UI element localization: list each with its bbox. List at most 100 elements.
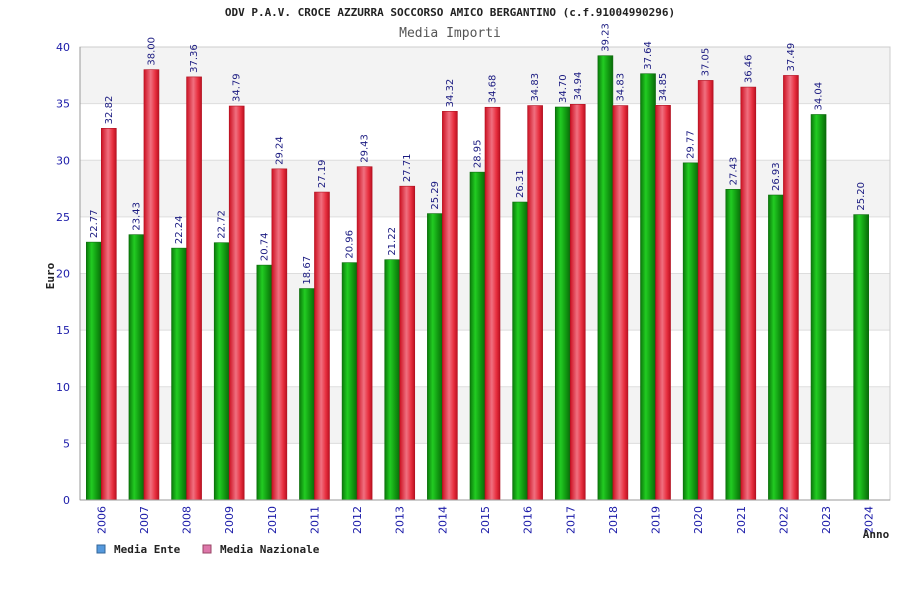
bar-ente-2014 (427, 213, 443, 501)
data-label: 27.71 (402, 154, 413, 183)
bar-ente-2007 (128, 234, 145, 501)
data-label: 37.49 (786, 43, 797, 72)
bar-nazionale-2017 (569, 104, 586, 501)
data-label: 27.19 (317, 159, 328, 188)
chart-title: ODV P.A.V. CROCE AZZURRA SOCCORSO AMICO … (225, 6, 675, 19)
bar-nazionale-2014 (442, 111, 458, 501)
x-tick-label: 2007 (138, 506, 151, 534)
bar-ente-2017 (554, 106, 571, 501)
bar-nazionale-2008 (186, 76, 202, 501)
data-label: 25.20 (856, 182, 867, 211)
bar-ente-2018 (597, 55, 614, 501)
bar-ente-2011 (299, 288, 315, 501)
x-tick-label: 2023 (820, 506, 833, 534)
legend-swatch-nazionale (202, 544, 212, 554)
y-tick-label: 5 (63, 437, 70, 450)
data-label: 22.77 (89, 209, 100, 238)
bar-ente-2024 (853, 214, 869, 501)
bar-ente-2022 (768, 194, 784, 501)
data-label: 26.31 (515, 169, 526, 198)
data-label: 20.96 (345, 230, 356, 259)
y-tick-label: 30 (56, 154, 70, 167)
bar-ente-2021 (725, 189, 742, 501)
y-tick-label: 0 (63, 494, 70, 507)
bar-nazionale-2015 (484, 106, 501, 501)
x-tick-label: 2016 (522, 506, 535, 534)
bar-ente-2013 (384, 259, 401, 501)
data-label: 37.36 (189, 44, 200, 73)
x-tick-label: 2022 (777, 506, 790, 534)
x-tick-label: 2010 (266, 506, 279, 534)
data-label: 38.00 (146, 37, 157, 66)
data-label: 26.93 (771, 162, 782, 191)
y-tick-label: 35 (56, 98, 70, 111)
bar-nazionale-2006 (101, 128, 117, 501)
x-tick-label: 2024 (863, 506, 876, 534)
data-label: 34.68 (488, 75, 499, 104)
x-tick-label: 2011 (308, 506, 321, 534)
bar-nazionale-2009 (228, 105, 245, 501)
x-tick-label: 2021 (735, 506, 748, 534)
data-label: 34.83 (615, 73, 626, 102)
y-axis-label: Euro (44, 262, 57, 289)
data-label: 34.83 (530, 73, 541, 102)
data-label: 29.24 (274, 136, 285, 165)
x-tick-label: 2013 (394, 506, 407, 534)
bar-nazionale-2010 (271, 168, 288, 501)
x-tick-label: 2014 (436, 506, 449, 534)
legend-label-nazionale: Media Nazionale (220, 543, 320, 556)
bar-nazionale-2020 (697, 80, 714, 501)
data-label: 21.22 (387, 227, 398, 256)
y-tick-label: 15 (56, 324, 70, 337)
data-label: 23.43 (131, 202, 142, 231)
data-label: 39.23 (600, 23, 611, 52)
y-tick-label: 10 (56, 381, 70, 394)
bar-ente-2023 (810, 114, 827, 501)
bar-ente-2006 (86, 241, 102, 501)
x-tick-label: 2009 (223, 506, 236, 534)
bar-ente-2019 (640, 73, 656, 501)
bar-nazionale-2019 (655, 105, 671, 501)
data-label: 34.04 (814, 82, 825, 111)
x-axis-label: Anno (863, 528, 890, 541)
legend-label-ente: Media Ente (114, 543, 181, 556)
bar-nazionale-2016 (527, 105, 543, 501)
x-tick-label: 2020 (692, 506, 705, 534)
bar-ente-2010 (256, 264, 273, 501)
x-tick-label: 2018 (607, 506, 620, 534)
data-label: 28.95 (473, 140, 484, 169)
data-label: 18.67 (302, 256, 313, 285)
data-label: 37.64 (643, 41, 654, 70)
bar-nazionale-2021 (740, 86, 757, 501)
data-label: 34.94 (573, 72, 584, 101)
x-tick-label: 2017 (564, 506, 577, 534)
x-tick-label: 2012 (351, 506, 364, 534)
x-tick-label: 2015 (479, 506, 492, 534)
bar-ente-2012 (341, 262, 358, 501)
x-tick-label: 2008 (181, 506, 194, 534)
data-label: 34.85 (658, 73, 669, 102)
data-label: 29.77 (686, 130, 697, 159)
axes: 0 5 10 15 20 25 30 35 40 2006 2007 2008 2009 2010 2011… (56, 41, 890, 534)
bar-ente-2020 (682, 162, 699, 501)
data-label: 32.82 (104, 96, 115, 125)
data-label: 34.70 (558, 74, 569, 103)
bar-nazionale-2012 (356, 166, 373, 501)
y-tick-label: 25 (56, 211, 70, 224)
bar-ente-2016 (512, 201, 528, 501)
bar-ente-2015 (469, 171, 486, 501)
data-label: 37.05 (701, 48, 712, 77)
bars: 22.77 32.82 23.43 38.00 22.24 37.36 22.72 34.79… (86, 23, 869, 501)
data-label: 25.29 (430, 181, 441, 210)
bar-nazionale-2011 (314, 191, 330, 501)
y-tick-label: 40 (56, 41, 70, 54)
legend: Media Ente Media Nazionale (96, 543, 320, 556)
data-label: 22.72 (217, 210, 228, 239)
x-tick-label: 2019 (650, 506, 663, 534)
data-label: 20.74 (259, 232, 270, 261)
chart-subtitle: Media Importi (399, 26, 501, 41)
bar-ente-2008 (171, 247, 187, 501)
data-label: 27.43 (728, 157, 739, 186)
bar-ente-2009 (213, 242, 230, 501)
data-label: 34.79 (232, 73, 243, 102)
